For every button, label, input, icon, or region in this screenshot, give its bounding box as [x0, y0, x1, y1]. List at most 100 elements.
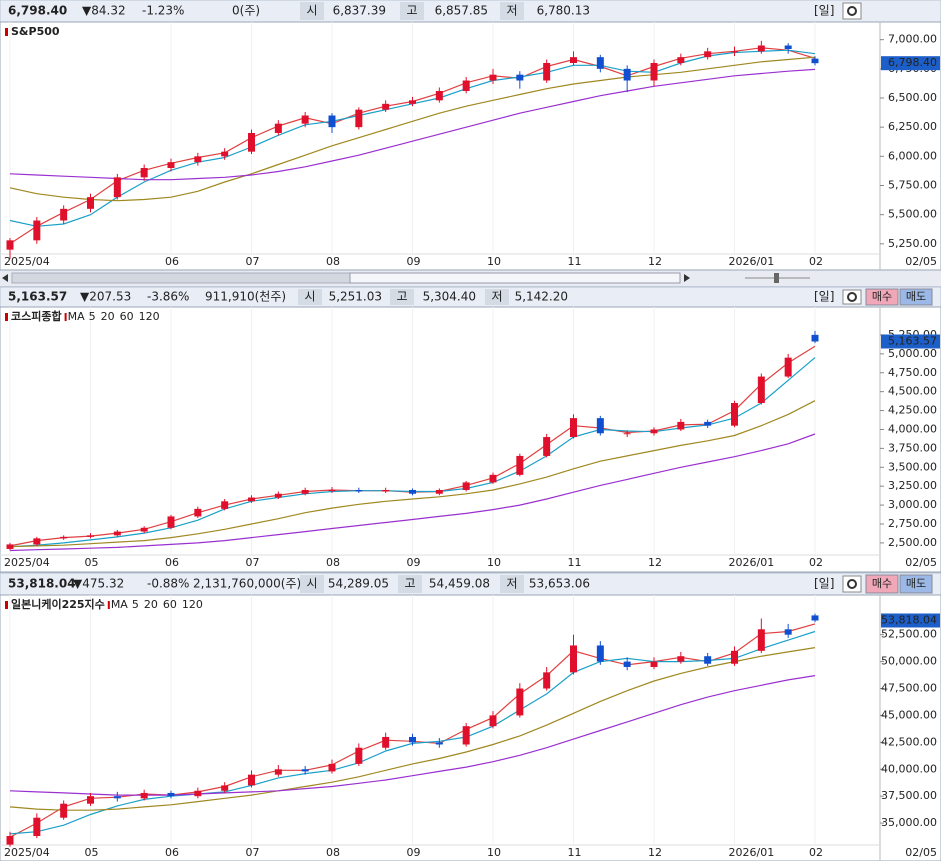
- candle-body: [382, 103, 390, 110]
- ma-line: [9, 647, 816, 811]
- candle-body: [462, 726, 470, 745]
- y-tick-label: 37,500.00: [881, 789, 937, 802]
- ohl-value: 53,653.06: [529, 577, 590, 591]
- candle-body: [87, 535, 94, 537]
- ma-line: [9, 400, 816, 548]
- price-tag: [881, 56, 940, 71]
- period-button[interactable]: [일]: [814, 4, 834, 18]
- candle-body: [704, 51, 712, 58]
- settings-button[interactable]: [842, 289, 862, 305]
- ohl-label: 고: [406, 4, 417, 18]
- candle-body: [704, 421, 712, 426]
- ohl-value: 6,837.39: [333, 4, 386, 18]
- candle-body: [811, 58, 819, 64]
- label-box: [300, 575, 324, 593]
- trade-button[interactable]: [865, 288, 899, 306]
- x-tick-label: 2025/04: [4, 846, 50, 859]
- trade-button[interactable]: [899, 574, 933, 594]
- candle-body: [140, 168, 148, 178]
- chart-title: 코스피종합: [11, 309, 62, 323]
- settings-icon: [847, 6, 857, 16]
- date-label: 02/05: [905, 846, 937, 859]
- trade-button-label[interactable]: 매도: [906, 577, 926, 590]
- ohl-value: 6,857.85: [435, 4, 488, 18]
- x-tick-label: 06: [165, 846, 179, 859]
- candle-body: [409, 489, 416, 494]
- title-bullet: [5, 28, 8, 36]
- y-tick-label: 3,000.00: [888, 498, 937, 511]
- y-tick-label: 6,250.00: [888, 120, 937, 133]
- zoom-handle[interactable]: [774, 273, 779, 283]
- candle-body: [221, 785, 229, 791]
- candle-body: [33, 817, 41, 837]
- candle-body: [757, 629, 765, 651]
- candle-body: [570, 645, 577, 673]
- trade-button[interactable]: [865, 574, 899, 594]
- trade-button[interactable]: [899, 288, 933, 306]
- candle-body: [570, 57, 577, 63]
- candle-body: [33, 538, 41, 545]
- candle-body: [87, 197, 94, 209]
- x-tick-label: 11: [568, 255, 582, 268]
- candle-body: [382, 489, 390, 492]
- period-button[interactable]: [일]: [814, 290, 834, 304]
- title-bullet: [5, 601, 8, 609]
- legend-bullet: [64, 313, 67, 321]
- candle-body: [489, 474, 497, 483]
- candle-body: [784, 45, 792, 49]
- date-label: 02/05: [905, 556, 937, 569]
- label-box: [500, 2, 524, 20]
- period-button[interactable]: [일]: [814, 577, 834, 591]
- candle-body: [328, 763, 336, 772]
- change-pct: -3.86%: [147, 290, 189, 304]
- trade-button-label[interactable]: 매도: [906, 290, 926, 303]
- candle-body: [623, 433, 631, 435]
- x-tick-label: 08: [326, 556, 340, 569]
- candle-body: [113, 531, 121, 536]
- price: 5,163.57: [8, 290, 67, 304]
- legend-entry: 60: [120, 310, 134, 323]
- legend-entry: 120: [182, 598, 203, 611]
- candle-body: [167, 792, 175, 797]
- legend-entry: 60: [163, 598, 177, 611]
- x-tick-label: 10: [487, 556, 501, 569]
- legend-label: MA: [68, 310, 85, 323]
- y-tick-label: 45,000.00: [881, 708, 937, 721]
- scroll-right[interactable]: [684, 274, 690, 282]
- y-tick-label: 3,250.00: [888, 479, 937, 492]
- scroll-thumb[interactable]: [349, 272, 681, 284]
- x-tick-label: 08: [326, 255, 340, 268]
- candle-body: [596, 418, 604, 434]
- y-tick-label: 35,000.00: [881, 816, 937, 829]
- candle-body: [784, 629, 792, 635]
- settings-button[interactable]: [842, 2, 862, 20]
- candle-body: [167, 162, 175, 168]
- price-tag-label: 53,818.04: [881, 613, 937, 626]
- date-label: 02/05: [905, 255, 937, 268]
- x-tick-label: 2025/04: [4, 556, 50, 569]
- change-pct: -0.88%: [147, 577, 189, 591]
- settings-button[interactable]: [842, 575, 862, 593]
- candle-body: [167, 516, 175, 528]
- y-tick-label: 2,750.00: [888, 517, 937, 530]
- ohl-label: 저: [506, 577, 517, 591]
- candle-body: [194, 508, 202, 517]
- candle-body: [650, 63, 658, 81]
- legend-bullet: [107, 601, 110, 609]
- change: ▼84.32: [82, 4, 126, 18]
- x-tick-label: 02: [809, 846, 823, 859]
- candle-body: [355, 489, 363, 492]
- scroll-left[interactable]: [2, 274, 8, 282]
- change: ▼475.32: [73, 577, 124, 591]
- candle-body: [704, 656, 712, 664]
- x-tick-label: 2026/01: [729, 255, 775, 268]
- candle-body: [784, 357, 792, 377]
- trade-button-label[interactable]: 매수: [872, 290, 892, 303]
- candle-body: [221, 501, 229, 509]
- trade-button-label[interactable]: 매수: [872, 577, 892, 590]
- candle-body: [60, 536, 68, 539]
- candle-body: [248, 497, 255, 502]
- y-tick-label: 4,250.00: [888, 404, 937, 417]
- x-tick-label: 11: [568, 846, 582, 859]
